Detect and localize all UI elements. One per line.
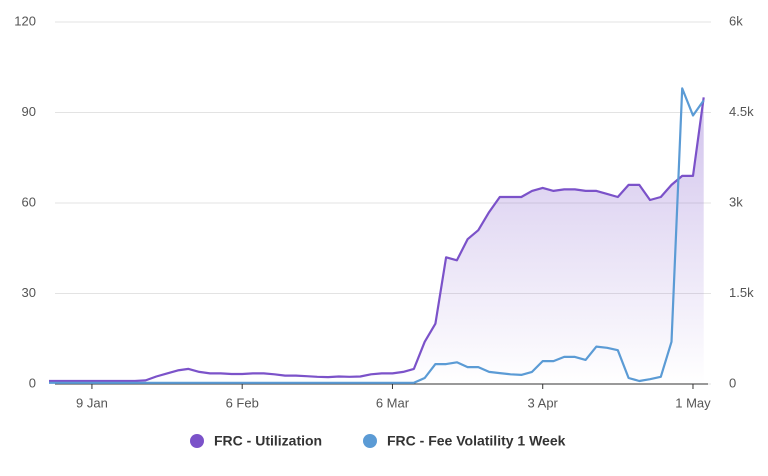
x-tick-label: 9 Jan	[76, 395, 108, 410]
y2-tick-label: 1.5k	[729, 285, 754, 300]
x-tick-label: 6 Feb	[226, 395, 259, 410]
series-line	[49, 97, 705, 383]
legend-item[interactable]: FRC - Utilization	[190, 433, 322, 449]
y2-tick-label: 0	[729, 375, 736, 390]
x-tick-label: 3 Apr	[528, 395, 559, 410]
area	[49, 97, 704, 385]
y-tick-label: 90	[22, 104, 36, 119]
series-line	[49, 87, 705, 384]
y-tick-label: 120	[14, 13, 36, 28]
y2-tick-label: 3k	[729, 194, 743, 209]
x-tick-label: 1 May	[675, 395, 711, 410]
y2-tick-label: 4.5k	[729, 104, 754, 119]
y-tick-label: 60	[22, 194, 36, 209]
legend-label: FRC - Utilization	[214, 433, 322, 449]
legend: FRC - Utilization FRC - Fee Volatility 1 …	[190, 433, 566, 449]
legend-label: FRC - Fee Volatility 1 Week	[387, 433, 566, 449]
y2-tick-label: 6k	[729, 13, 743, 28]
y-tick-label: 0	[29, 375, 36, 390]
legend-marker	[190, 434, 204, 448]
legend-item[interactable]: FRC - Fee Volatility 1 Week	[363, 433, 566, 449]
y-tick-label: 30	[22, 285, 36, 300]
x-tick-label: 6 Mar	[376, 395, 410, 410]
legend-marker	[363, 434, 377, 448]
